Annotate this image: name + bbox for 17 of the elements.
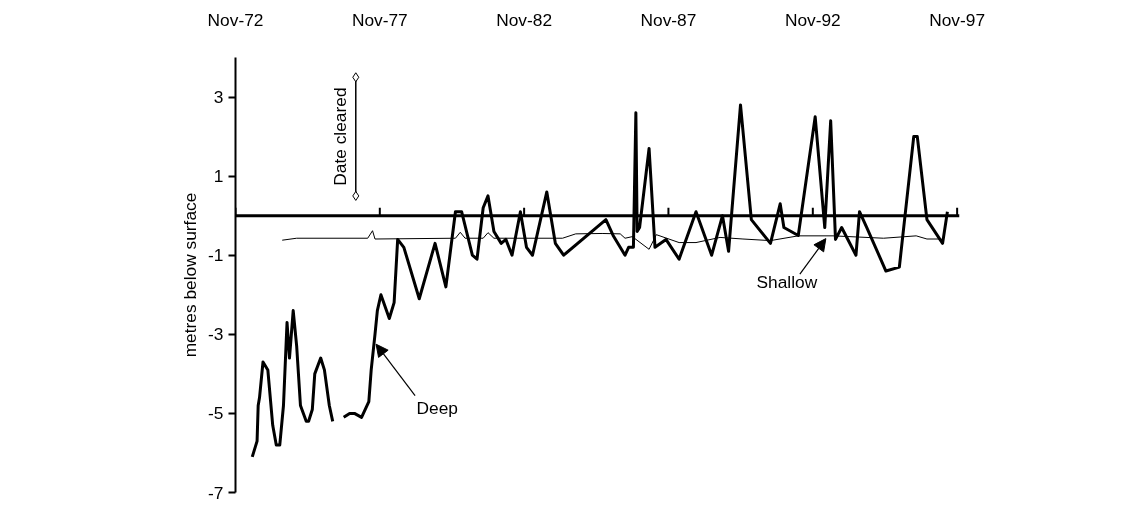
text: Date cleared xyxy=(329,87,350,186)
y-tick-label: 3 xyxy=(213,87,224,108)
y-tick-label: -7 xyxy=(208,482,224,503)
y-tick-label: -1 xyxy=(208,245,224,266)
y-axis-title: metres below surface xyxy=(180,192,201,358)
x-tick-label: Nov-72 xyxy=(207,9,264,30)
line-series xyxy=(281,230,942,250)
annotation: Deep xyxy=(416,397,458,418)
x-tick-label: Nov-82 xyxy=(496,9,553,30)
y-tick-label: -3 xyxy=(208,324,224,345)
x-tick-label: Nov-77 xyxy=(351,9,408,30)
x-tick-label: Nov-92 xyxy=(784,9,841,30)
annotation: Shallow xyxy=(756,272,818,293)
y-tick-label: 1 xyxy=(213,166,224,187)
x-tick-label: Nov-97 xyxy=(929,9,986,30)
x-tick-label: Nov-87 xyxy=(640,9,697,30)
y-tick-label: -5 xyxy=(208,403,224,424)
